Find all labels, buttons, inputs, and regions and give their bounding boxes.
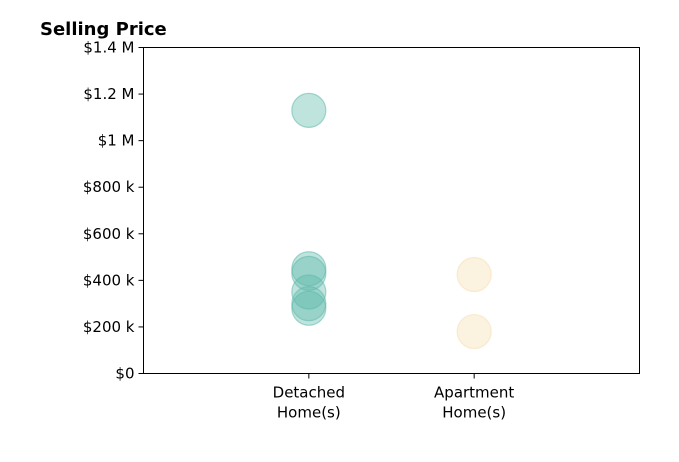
data-point xyxy=(291,290,327,326)
x-tick-label: Detached Home(s) xyxy=(273,384,345,422)
y-tick-label: $0 xyxy=(115,365,134,383)
x-axis: Detached Home(s) Apartment Home(s) xyxy=(273,373,514,422)
y-tick-label: $400 k xyxy=(83,271,135,289)
chart-title: Selling Price xyxy=(40,19,167,40)
plot-frame xyxy=(143,47,640,374)
y-tick-label: $600 k xyxy=(83,225,135,243)
data-points xyxy=(291,92,492,350)
x-tick-label: Apartment Home(s) xyxy=(434,384,514,422)
y-tick-label: $1.4 M xyxy=(83,39,134,57)
y-tick-label: $1.2 M xyxy=(83,85,134,103)
data-point xyxy=(456,256,492,293)
y-tick-label: $1 M xyxy=(98,132,135,150)
y-tick-label: $800 k xyxy=(83,178,135,196)
y-tick-label: $200 k xyxy=(83,318,135,336)
data-point xyxy=(291,92,327,128)
y-axis: $0 $200 k $400 k $600 k $800 k $1 M $1.2 M $1.4… xyxy=(83,39,144,383)
data-point xyxy=(456,313,492,350)
data-point xyxy=(291,274,327,310)
data-point xyxy=(291,255,327,291)
data-point xyxy=(291,286,327,322)
